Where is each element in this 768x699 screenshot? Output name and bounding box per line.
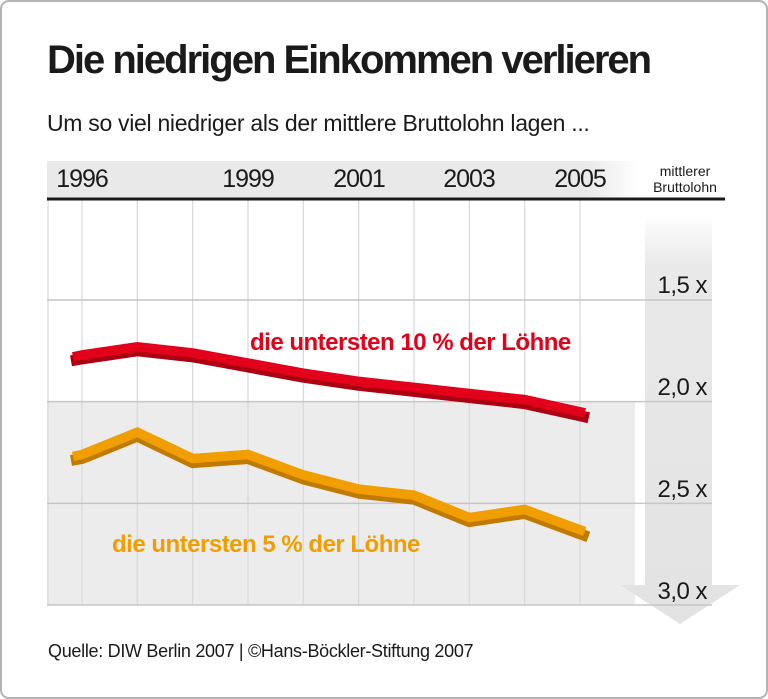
line-10-percent: [71, 342, 586, 418]
right-axis-header-line2: Bruttolohn: [653, 179, 717, 195]
y-tick-1-5x: 1,5 x: [657, 272, 707, 299]
right-axis-header-line1: mittlerer: [659, 163, 711, 179]
series-label-lowest-10-percent: die untersten 10 % der Löhne: [250, 329, 571, 356]
x-tick-2001: 2001: [333, 165, 386, 193]
x-tick-2003: 2003: [443, 165, 496, 193]
y-tick-2-0x: 2,0 x: [657, 374, 707, 401]
series-label-lowest-5-percent: die untersten 5 % der Löhne: [112, 531, 420, 558]
x-axis-line: [47, 197, 725, 201]
chart-subtitle: Um so viel niedriger als der mittlere Br…: [47, 110, 590, 136]
x-tick-1999: 1999: [222, 165, 275, 193]
source-credit: Quelle: DIW Berlin 2007 | ©Hans-Böckler-…: [48, 641, 474, 661]
down-arrow-shaft: [645, 214, 712, 585]
x-tick-2005: 2005: [554, 165, 607, 193]
x-tick-1996: 1996: [56, 165, 109, 193]
year-axis-band: [47, 161, 639, 199]
line-5-percent: [71, 427, 587, 536]
y-tick-3-0x: 3,0 x: [657, 578, 707, 605]
right-axis-header: mittlerer Bruttolohn: [640, 163, 730, 195]
y-tick-2-5x: 2,5 x: [657, 476, 707, 503]
page-title: Die niedrigen Einkommen verlieren: [47, 38, 652, 82]
